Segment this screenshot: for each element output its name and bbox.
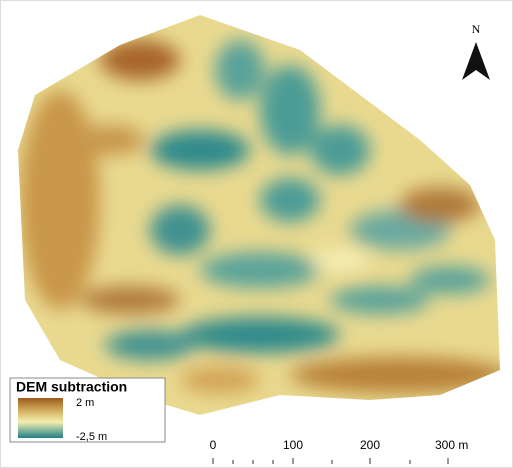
legend-ramp (18, 398, 63, 438)
legend-title: DEM subtraction (16, 379, 127, 395)
legend-min: -2,5 m (76, 431, 107, 443)
scale-bar: 0 100 200 300 m (210, 438, 468, 464)
scale-label: 300 m (435, 438, 468, 452)
scale-label: 100 (283, 438, 303, 452)
north-arrow-shape (462, 42, 490, 80)
legend: DEM subtraction 2 m -2,5 m (9, 377, 166, 443)
scale-label: 200 (360, 438, 380, 452)
scale-ticks (212, 458, 449, 464)
north-label: N (472, 22, 481, 36)
legend-max: 2 m (76, 397, 94, 409)
scale-label: 0 (210, 438, 217, 452)
north-arrow: N (462, 22, 490, 80)
